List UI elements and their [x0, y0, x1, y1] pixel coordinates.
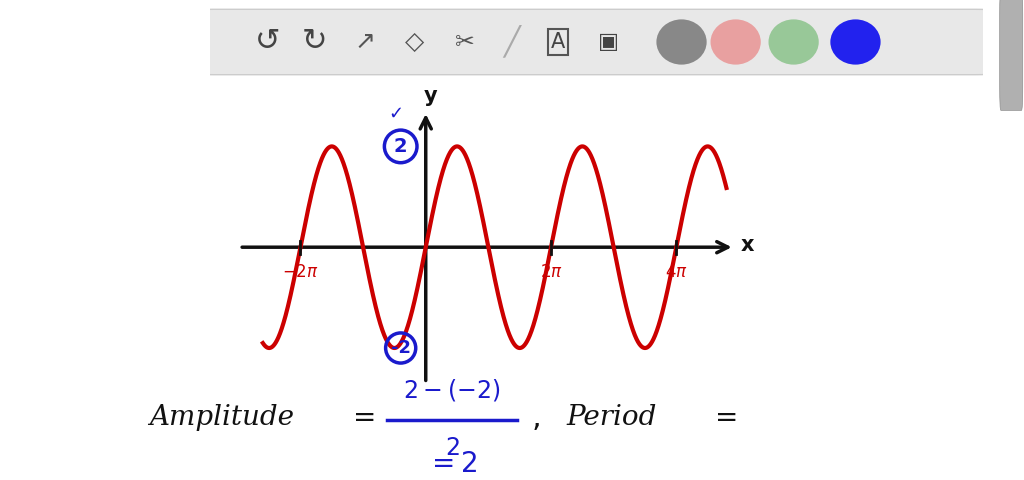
Text: $4\pi$: $4\pi$ — [665, 263, 688, 281]
Text: Period: Period — [566, 405, 656, 432]
Text: =: = — [715, 404, 738, 432]
Text: Amplitude: Amplitude — [150, 405, 294, 432]
FancyBboxPatch shape — [199, 9, 991, 75]
Text: ▣: ▣ — [598, 32, 618, 52]
Text: ↻: ↻ — [301, 27, 327, 57]
Ellipse shape — [768, 19, 819, 65]
Text: A: A — [551, 32, 565, 52]
Text: $2\pi$: $2\pi$ — [540, 263, 562, 281]
Text: ✂: ✂ — [456, 30, 475, 54]
Text: x: x — [740, 235, 754, 255]
Text: $-2\pi$: $-2\pi$ — [282, 263, 318, 281]
Text: ↗: ↗ — [354, 30, 375, 54]
Text: ✓: ✓ — [388, 105, 403, 122]
FancyBboxPatch shape — [999, 0, 1023, 110]
Text: 2: 2 — [394, 137, 408, 156]
Text: ╱: ╱ — [503, 25, 520, 59]
Text: $2-(-2)$: $2-(-2)$ — [403, 377, 501, 403]
Text: ,: , — [531, 404, 541, 432]
Text: ◇: ◇ — [406, 30, 424, 54]
Text: $= 2$: $= 2$ — [426, 450, 477, 478]
Ellipse shape — [656, 19, 707, 65]
Text: ↺: ↺ — [255, 27, 281, 57]
Ellipse shape — [830, 19, 881, 65]
Ellipse shape — [711, 19, 761, 65]
Text: =: = — [352, 404, 376, 432]
Text: y: y — [424, 86, 437, 106]
Text: $2$: $2$ — [444, 436, 459, 460]
Text: -2: -2 — [391, 339, 411, 357]
